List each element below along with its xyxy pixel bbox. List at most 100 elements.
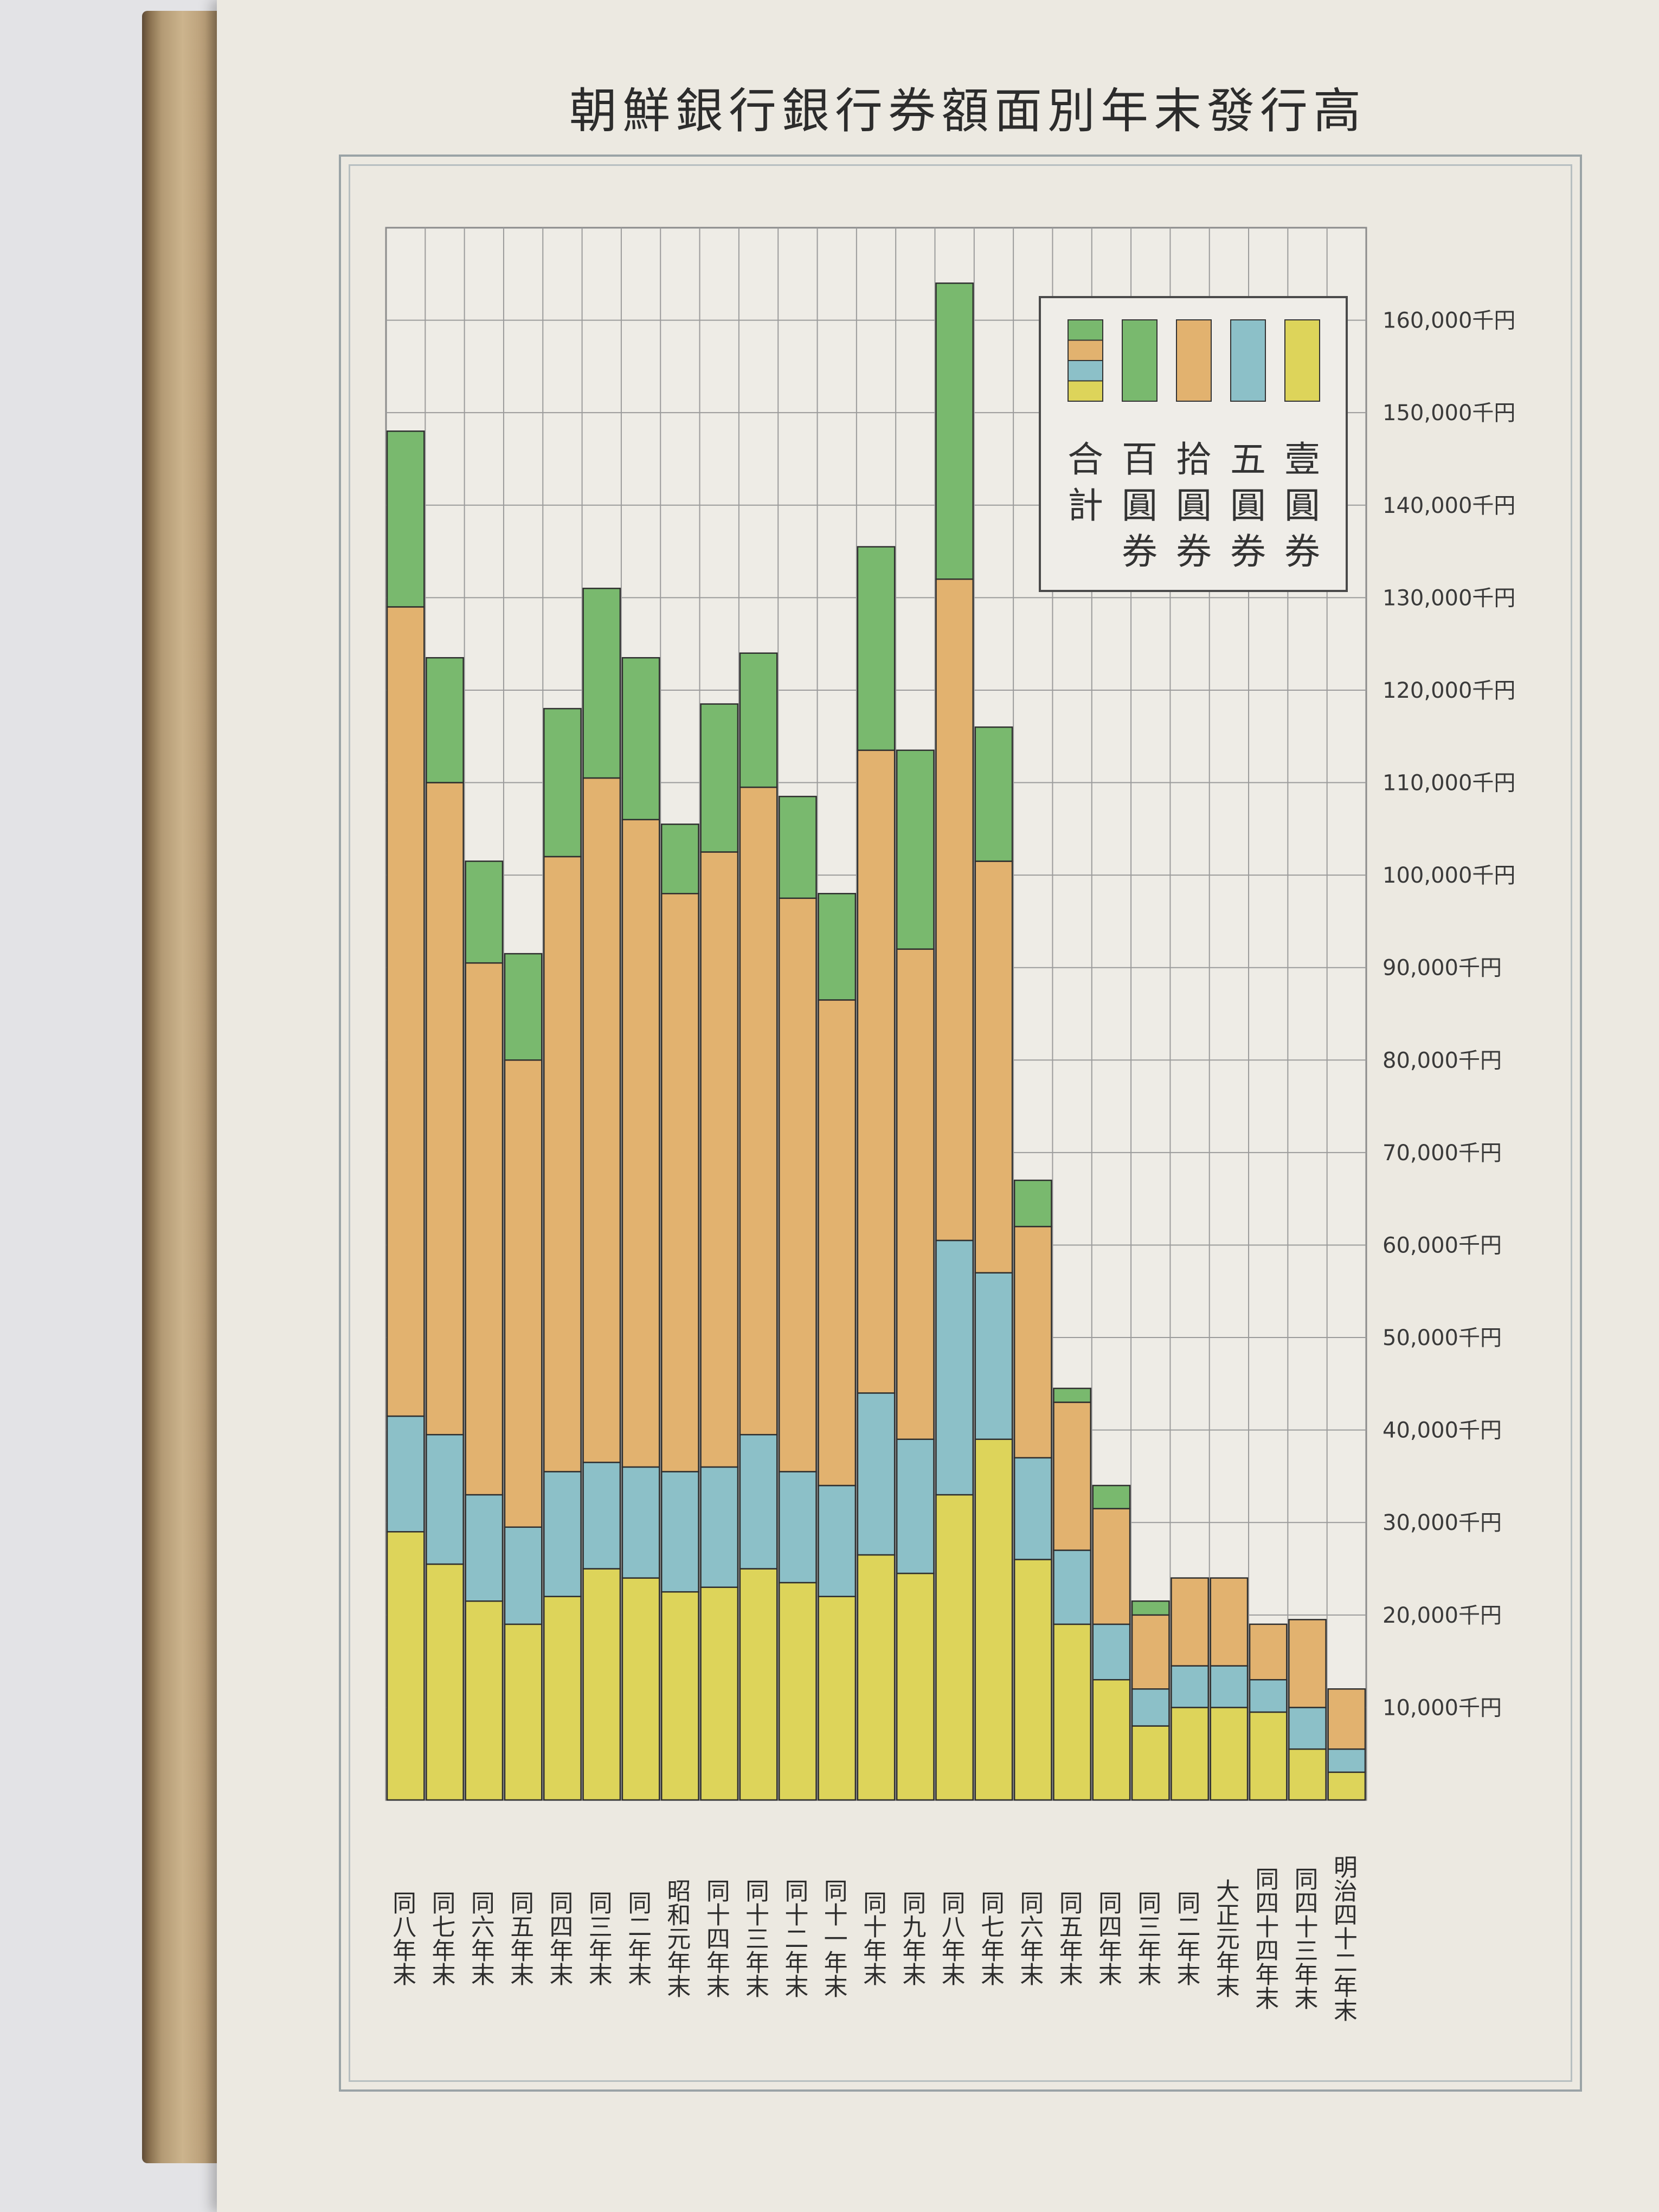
bar-segment-拾圓券 <box>1013 1226 1052 1459</box>
bar-segment-拾圓券 <box>818 999 857 1487</box>
legend-label-yen5: 五 <box>1230 439 1266 480</box>
bar-segment-壹圓券 <box>426 1563 464 1801</box>
bar-segment-百圓券 <box>818 892 857 1001</box>
y-tick-label: 110,000千円 <box>1382 771 1515 796</box>
bar-segment-拾圓券 <box>1092 1508 1131 1625</box>
y-tick-label: 70,000千円 <box>1382 1141 1502 1166</box>
bar-segment-五圓券 <box>974 1272 1013 1440</box>
bar-segment-拾圓券 <box>778 897 817 1472</box>
bar-segment-五圓券 <box>1249 1679 1288 1713</box>
bar-segment-壹圓券 <box>896 1572 935 1801</box>
x-category-label: 同七年末 <box>976 1891 1004 1986</box>
bar-segment-五圓券 <box>621 1466 660 1579</box>
x-category-label: 同八年末 <box>388 1891 416 1986</box>
x-category-label: 同六年末 <box>1015 1891 1044 1986</box>
x-category-label: 昭和元年末 <box>663 1879 691 1998</box>
legend-label-total: 合 <box>1068 439 1103 480</box>
bar-segment-五圓券 <box>543 1471 582 1597</box>
legend-swatch-total-part <box>1068 319 1103 341</box>
bar-segment-壹圓券 <box>543 1596 582 1801</box>
bar-segment-拾圓券 <box>896 948 935 1440</box>
bar-segment-壹圓券 <box>504 1623 543 1801</box>
bar-segment-百圓券 <box>935 282 974 580</box>
x-category-label: 同五年末 <box>506 1891 534 1986</box>
bar-segment-五圓券 <box>1092 1623 1131 1681</box>
bar-segment-五圓券 <box>818 1484 857 1597</box>
bar-segment-五圓券 <box>1053 1549 1092 1625</box>
x-category-label: 同十年末 <box>859 1891 886 1986</box>
bar-segment-拾圓券 <box>1288 1619 1327 1708</box>
legend-swatch-yen5 <box>1230 319 1266 402</box>
y-tick-label: 90,000千円 <box>1382 956 1502 981</box>
bar-segment-五圓券 <box>426 1433 464 1565</box>
bar-segment-壹圓券 <box>1053 1623 1092 1801</box>
bar-segment-拾圓券 <box>1249 1623 1288 1681</box>
legend-label-yen10: 券 <box>1176 531 1212 573</box>
x-category-label: 同五年末 <box>1054 1891 1083 1986</box>
bar-segment-拾圓券 <box>426 782 464 1436</box>
y-axis-ticks: 10,000千円 20,000千円 30,000千円 40,000千円 50,000千円… <box>1382 308 1515 1721</box>
bar-segment-五圓券 <box>857 1392 896 1556</box>
bar-segment-百圓券 <box>426 657 464 783</box>
legend-swatch-total-part <box>1068 339 1103 361</box>
y-tick-label: 100,000千円 <box>1382 863 1515 888</box>
y-tick-label: 120,000千円 <box>1382 678 1515 703</box>
legend-label-yen5: 券 <box>1230 531 1266 573</box>
legend-label-yen10: 拾 <box>1176 439 1212 480</box>
bar-segment-百圓券 <box>1131 1600 1170 1616</box>
bar-segment-壹圓券 <box>1013 1559 1052 1801</box>
bar-segment-壹圓券 <box>1171 1707 1209 1801</box>
legend-label-yen100: 圓 <box>1122 485 1158 526</box>
x-category-label: 同二年末 <box>623 1891 652 1986</box>
bar-segment-拾圓券 <box>386 606 425 1417</box>
x-category-label: 同十一年末 <box>819 1879 847 1998</box>
bar-segment-百圓券 <box>739 652 778 788</box>
bar-segment-拾圓券 <box>974 860 1013 1274</box>
bar-segment-拾圓券 <box>660 892 699 1472</box>
bar-segment-五圓券 <box>896 1438 935 1574</box>
bar-segment-五圓券 <box>465 1494 504 1602</box>
legend-label-yen5: 圓 <box>1230 485 1266 526</box>
bar-segment-拾圓券 <box>582 777 621 1463</box>
bar-segment-壹圓券 <box>739 1568 778 1801</box>
bar-segment-百圓券 <box>778 795 817 899</box>
bar-segment-百圓券 <box>660 824 699 895</box>
bar-segment-五圓券 <box>739 1433 778 1570</box>
x-category-label: 同十三年末 <box>741 1879 769 1998</box>
bar-segment-壹圓券 <box>1249 1711 1288 1801</box>
y-tick-label: 150,000千円 <box>1382 401 1515 426</box>
bar-segment-拾圓券 <box>935 578 974 1242</box>
x-category-label: 同十二年末 <box>780 1879 808 1998</box>
bar-segment-壹圓券 <box>660 1591 699 1801</box>
legend-label-yen10: 圓 <box>1176 485 1212 526</box>
bar-segment-拾圓券 <box>857 749 896 1394</box>
bar-segment-拾圓券 <box>621 819 660 1468</box>
bar-segment-百圓券 <box>700 703 739 853</box>
page-title: 朝鮮銀行銀行券額面別年末發行高 <box>569 83 1367 139</box>
legend-label-yen1: 壹 <box>1284 439 1320 480</box>
y-tick-label: 130,000千円 <box>1382 586 1515 610</box>
legend-swatch-total-part <box>1068 360 1103 382</box>
bar-segment-拾圓券 <box>1053 1401 1092 1551</box>
y-tick-label: 60,000千円 <box>1382 1233 1502 1258</box>
legend-label-total: 計 <box>1068 485 1103 526</box>
bar-segment-壹圓券 <box>1288 1748 1327 1801</box>
bar-segment-壹圓券 <box>778 1581 817 1801</box>
bar-segment-五圓券 <box>1171 1665 1209 1708</box>
bar-segment-百圓券 <box>974 726 1013 862</box>
bar-segment-五圓券 <box>1327 1748 1366 1773</box>
bar-segment-百圓券 <box>621 657 660 821</box>
bar-segment-拾圓券 <box>1210 1577 1249 1667</box>
bar-segment-百圓券 <box>1013 1179 1052 1227</box>
y-tick-label: 10,000千円 <box>1382 1695 1502 1720</box>
x-category-label: 同七年末 <box>427 1891 455 1986</box>
bar-segment-拾圓券 <box>1131 1614 1170 1690</box>
legend-swatch-yen100 <box>1122 319 1158 402</box>
x-category-label: 同四年末 <box>545 1891 573 1986</box>
y-tick-label: 140,000千円 <box>1382 493 1515 518</box>
bar-segment-拾圓券 <box>465 962 504 1496</box>
bar-segment-壹圓券 <box>621 1577 660 1801</box>
legend-label-yen1: 券 <box>1284 531 1320 573</box>
bar-segment-五圓券 <box>660 1471 699 1593</box>
